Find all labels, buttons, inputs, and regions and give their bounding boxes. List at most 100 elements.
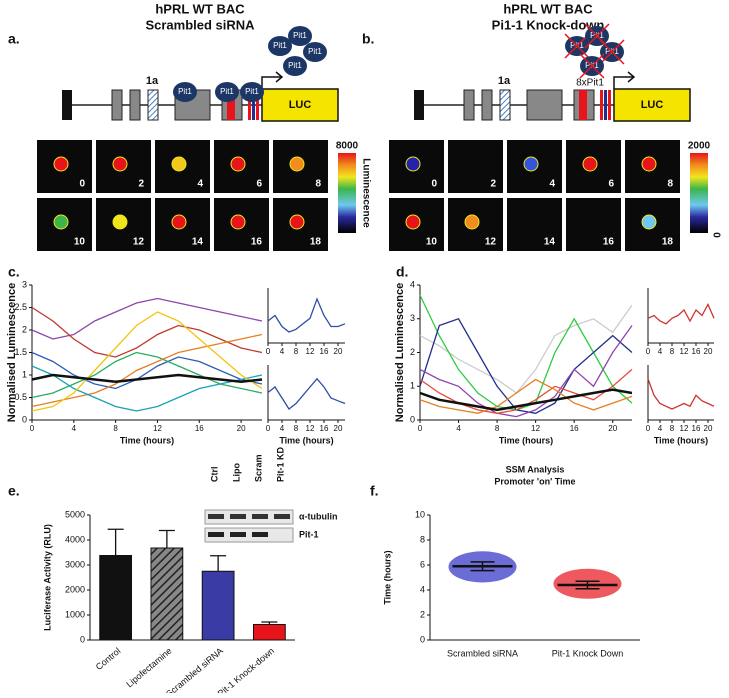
cell-signal: [230, 156, 246, 172]
x-tick-label: 16: [692, 424, 701, 433]
blot-band: [230, 532, 246, 537]
pit1-label: Pit1: [288, 61, 302, 70]
time-label: 14: [192, 237, 204, 248]
time-label: 0: [431, 179, 437, 190]
panel-subtitle: Pi1-1 Knock-down: [492, 17, 605, 32]
x-tick-label: 12: [680, 424, 689, 433]
time-label: 12: [133, 237, 145, 248]
x-tick-label: 8: [113, 424, 118, 433]
band-label: α-tubulin: [299, 511, 338, 521]
x-tick-label: 0: [30, 424, 35, 433]
x-tick-label: 4: [658, 347, 663, 356]
x-tick-label: 8: [294, 424, 299, 433]
y-tick-label: 10: [415, 509, 425, 519]
exon-label: 1a: [498, 75, 511, 87]
exon: [414, 90, 424, 120]
time-label: 12: [485, 237, 497, 248]
time-label: 6: [608, 179, 614, 190]
y-tick-label: 5000: [65, 509, 85, 519]
trace: [31, 351, 263, 390]
x-tick-label: Control: [94, 646, 123, 672]
x-tick-label: 12: [306, 347, 315, 356]
panel-label: e.: [8, 483, 20, 499]
trace: [31, 306, 263, 358]
panel-title: hPRL WT BAC: [503, 1, 593, 16]
pit1-label: Pit1: [273, 41, 287, 50]
panel-subtitle: Scrambled siRNA: [145, 17, 255, 32]
exon: [463, 89, 475, 121]
pit1-site: [252, 90, 255, 120]
blot: [204, 509, 294, 525]
x-tick-label: Lipofectamine: [124, 646, 173, 690]
colorbar-label: Luminescence: [360, 158, 371, 228]
exon: [62, 90, 72, 120]
knockdown-cross: [599, 39, 625, 65]
x-tick-label: 16: [692, 347, 701, 356]
error-bar: [107, 528, 124, 556]
blot-band: [252, 532, 268, 537]
time-label: 10: [74, 237, 86, 248]
panel-label: d.: [396, 264, 408, 280]
time-label: 6: [256, 179, 262, 190]
cell-signal: [582, 156, 598, 172]
y-tick-label: 1000: [65, 609, 85, 619]
y-tick-label: 4: [410, 279, 415, 289]
reporter-label: LUC: [641, 99, 664, 111]
time-label: 16: [251, 237, 263, 248]
bar: [150, 547, 184, 641]
bar: [201, 570, 235, 641]
cell-signal: [523, 156, 539, 172]
blot-band: [230, 514, 246, 519]
exon-1a: [499, 89, 511, 121]
pit1-site: [227, 90, 235, 120]
pit1-protein: [303, 42, 327, 62]
trace: [419, 318, 633, 414]
x-tick-label: 20: [704, 347, 713, 356]
cell-signal: [171, 214, 187, 230]
y-tick-label: 3: [22, 279, 27, 289]
lane-label: Scram: [253, 454, 263, 482]
trace: [31, 351, 263, 399]
pit1-label: Pit1: [178, 87, 192, 96]
trace: [647, 303, 715, 325]
y-tick-label: 4: [420, 584, 425, 594]
colorbar: [690, 153, 708, 233]
enhancer: [526, 89, 563, 121]
y-axis-label: Normalised Luminescence: [394, 283, 406, 422]
cell-signal: [171, 156, 187, 172]
x-tick-label: 20: [237, 424, 246, 433]
cell-signal: [405, 156, 421, 172]
y-tick-label: 2: [22, 324, 27, 334]
lane-label: Pit-1 KD: [275, 446, 285, 482]
time-label: 2: [490, 179, 496, 190]
x-tick-label: 8: [670, 347, 675, 356]
y-axis-label: Time (hours): [382, 550, 392, 604]
time-label: 10: [426, 237, 438, 248]
pit1-site: [256, 90, 259, 120]
knockdown-cross: [564, 33, 590, 59]
cell-signal: [641, 156, 657, 172]
tss-arrow: [261, 71, 284, 89]
exon-label: 1a: [146, 75, 159, 87]
reporter: [261, 88, 339, 122]
band-label: Pit-1: [299, 529, 319, 539]
trace: [419, 325, 633, 418]
trace: [267, 377, 346, 410]
x-tick-label: 8: [495, 424, 500, 433]
pit1-label: Pit1: [308, 47, 322, 56]
pit1-protein: [288, 26, 312, 46]
chart-title: SSM Analysis: [506, 464, 565, 474]
blot-band: [274, 514, 290, 519]
y-tick-label: 0: [80, 634, 85, 644]
pit1-label: Pit1: [293, 31, 307, 40]
knockdown-cross: [579, 53, 605, 79]
y-tick-label: 1: [22, 369, 27, 379]
x-tick-label: 0: [418, 424, 423, 433]
blot: [204, 527, 294, 543]
x-tick-label: 4: [658, 424, 663, 433]
colorbar-min: 0: [713, 232, 724, 238]
x-tick-label: 16: [570, 424, 579, 433]
pit1-protein: [240, 82, 264, 102]
trace: [419, 388, 633, 412]
